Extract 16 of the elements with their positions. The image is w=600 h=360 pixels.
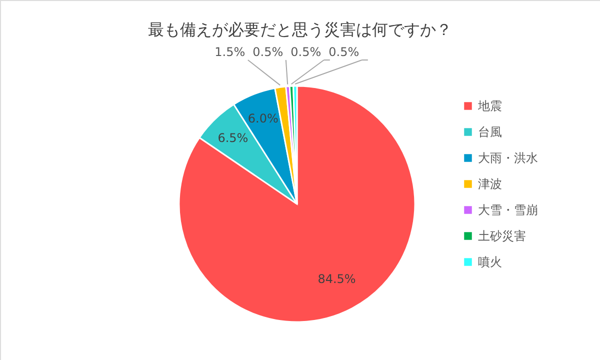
data-label: 84.5% xyxy=(318,272,356,286)
data-label: 0.5% xyxy=(252,45,284,59)
legend-label: 大雨・洪水 xyxy=(478,151,538,165)
data-label: 1.5% xyxy=(214,45,246,59)
legend-label: 津波 xyxy=(478,177,502,191)
data-label: 0.5% xyxy=(328,45,360,59)
legend-label: 噴火 xyxy=(478,255,502,269)
legend-label: 大雪・雪崩 xyxy=(478,203,538,217)
chart-title: 最も備えが必要だと思う災害は何ですか？ xyxy=(148,20,452,39)
data-label: 6.0% xyxy=(248,111,278,126)
data-label: 0.5% xyxy=(290,45,322,59)
data-label: 6.5% xyxy=(218,130,248,145)
legend-label: 土砂災害 xyxy=(478,229,526,243)
legend-label: 地震 xyxy=(477,99,502,113)
pie-slice xyxy=(178,85,416,323)
legend-label: 台風 xyxy=(478,125,502,139)
